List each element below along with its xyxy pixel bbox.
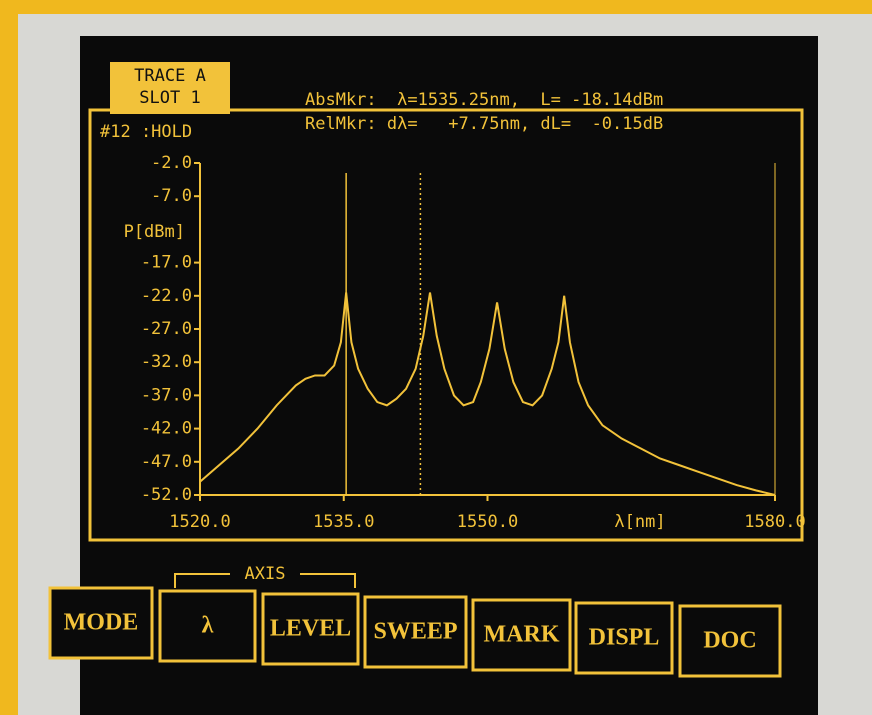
y-tick-label: -7.0	[151, 186, 192, 206]
instrument: TRACE A SLOT 1 #12 :HOLD AbsMkr: λ=1535.…	[0, 0, 872, 715]
axis-group-label: AXIS	[245, 564, 286, 584]
x-tick-label: 1520.0	[169, 512, 230, 532]
softkey-label[interactable]: MARK	[484, 622, 560, 648]
softkey-label[interactable]: MODE	[64, 610, 139, 636]
x-tick-label: 1550.0	[457, 512, 518, 532]
softkey-label[interactable]: λ	[202, 613, 214, 639]
y-tick-label: -17.0	[141, 253, 192, 273]
x-tick-label: 1535.0	[313, 512, 374, 532]
y-tick-label: -2.0	[151, 153, 192, 173]
y-tick-label: -32.0	[141, 352, 192, 372]
y-tick-label: -47.0	[141, 452, 192, 472]
slot-label: SLOT 1	[139, 88, 200, 108]
softkey-label[interactable]: LEVEL	[270, 616, 351, 642]
y-tick-label: -27.0	[141, 319, 192, 339]
y-tick-label: -42.0	[141, 419, 192, 439]
trace-label: TRACE A	[134, 66, 206, 86]
x-tick-label: 1580.0	[744, 512, 805, 532]
x-axis-label: λ[nm]	[614, 512, 665, 532]
softkey-label[interactable]: DOC	[703, 628, 756, 654]
y-tick-label: -37.0	[141, 385, 192, 405]
softkey-label[interactable]: DISPL	[589, 625, 660, 651]
status: #12 :HOLD	[100, 122, 192, 142]
abs-marker: AbsMkr: λ=1535.25nm, L= -18.14dBm	[305, 90, 663, 110]
y-tick-label: -52.0	[141, 485, 192, 505]
rel-marker: RelMkr: dλ= +7.75nm, dL= -0.15dB	[305, 114, 663, 134]
softkey-label[interactable]: SWEEP	[373, 619, 457, 645]
y-tick-label: -22.0	[141, 286, 192, 306]
y-axis-label: P[dBm]	[124, 222, 185, 242]
